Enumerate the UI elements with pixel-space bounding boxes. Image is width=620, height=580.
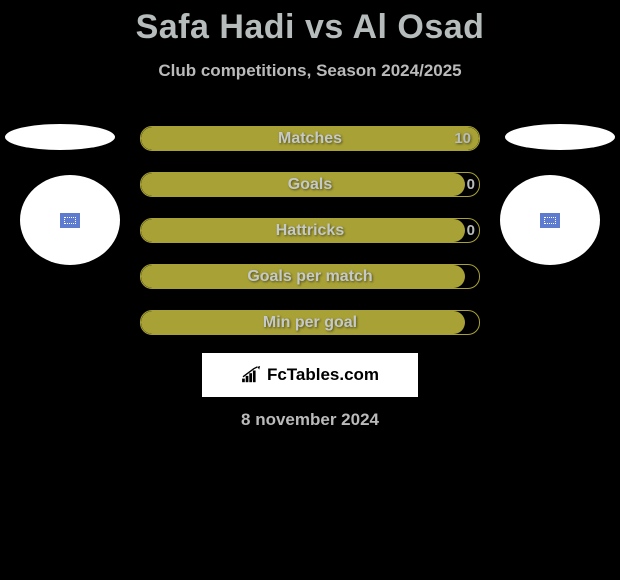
brand-badge[interactable]: FcTables.com	[202, 353, 418, 397]
placeholder-image-icon	[60, 213, 80, 228]
page-title: Safa Hadi vs Al Osad	[0, 0, 620, 47]
date-text: 8 november 2024	[0, 410, 620, 430]
stat-bars-container: Matches 10 Goals 0 Hattricks 0 Goals per match…	[140, 126, 480, 356]
stat-bar-label: Min per goal	[263, 314, 357, 332]
right-ellipse-decor	[505, 124, 615, 150]
stat-bar-label: Goals per match	[247, 268, 372, 286]
left-player-avatar	[20, 175, 120, 265]
right-player-avatar	[500, 175, 600, 265]
left-ellipse-decor	[5, 124, 115, 150]
stat-bar: Hattricks 0	[140, 218, 480, 243]
stat-bar-label: Goals	[288, 176, 332, 194]
brand-text: FcTables.com	[267, 365, 379, 385]
placeholder-image-icon	[540, 213, 560, 228]
stat-bar: Matches 10	[140, 126, 480, 151]
stat-bar: Goals 0	[140, 172, 480, 197]
fctables-logo-icon	[241, 366, 263, 384]
stat-bar-label: Matches	[278, 130, 342, 148]
stat-bar-value: 0	[467, 176, 475, 193]
stat-bar: Min per goal	[140, 310, 480, 335]
stat-bar-value: 10	[454, 130, 471, 147]
stat-bar-label: Hattricks	[276, 222, 344, 240]
subtitle: Club competitions, Season 2024/2025	[0, 61, 620, 81]
stat-bar-value: 0	[467, 222, 475, 239]
stat-bar: Goals per match	[140, 264, 480, 289]
